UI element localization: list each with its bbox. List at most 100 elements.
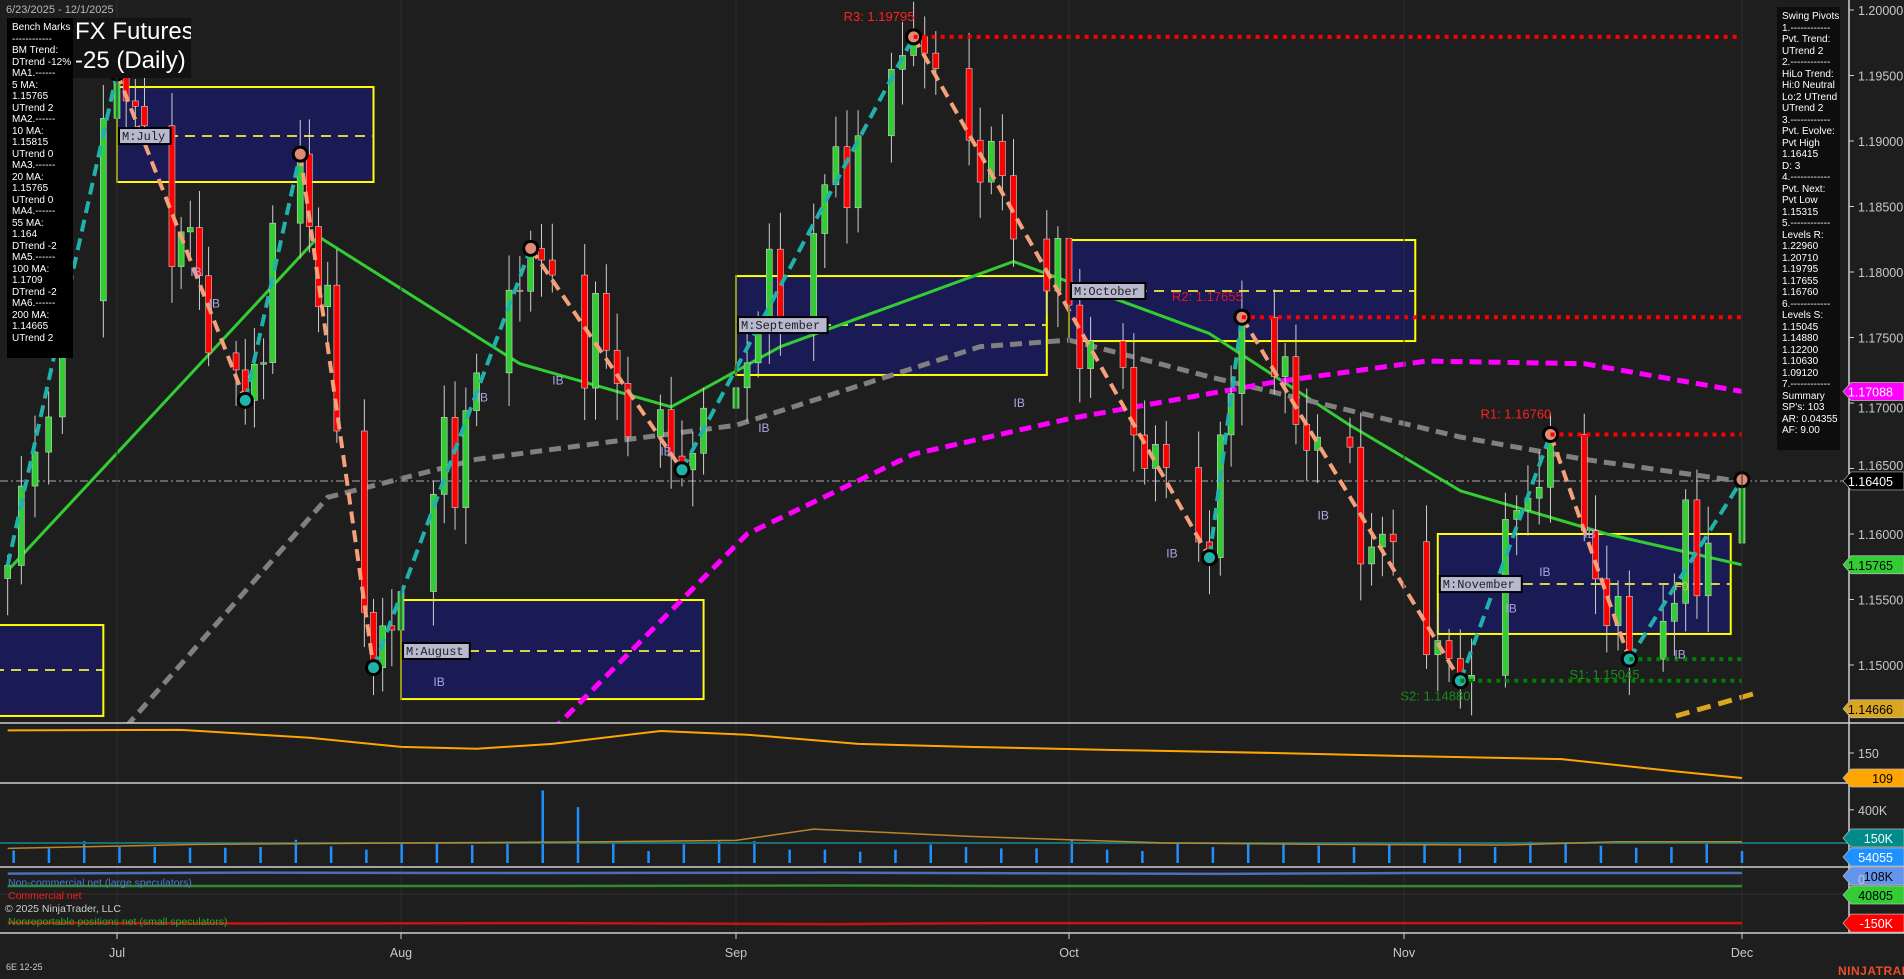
candle-body — [440, 417, 448, 495]
month-box-label-bg — [118, 127, 172, 146]
resistance-level-label: R3: 1.19795 — [844, 9, 915, 24]
swing-pivots-line: Swing Pivots — [1782, 11, 1840, 22]
price-tick-label: 1.19500 — [1858, 70, 1903, 84]
price-tick-label: 1.16000 — [1858, 528, 1903, 542]
candle-body — [232, 352, 240, 371]
candle — [613, 313, 621, 421]
bench-marks-line: 10 MA: — [12, 125, 44, 137]
candle-body — [1535, 486, 1543, 499]
time-tick-label: Jul — [109, 946, 125, 960]
swing-down-leg — [1548, 433, 1632, 660]
bench-marks-line: MA3.------ — [12, 160, 56, 171]
volume-average-line — [7, 828, 1742, 850]
candle-body — [4, 565, 11, 579]
cot-tag: 40805 — [1842, 885, 1904, 905]
cot-tag-text: 40805 — [1858, 889, 1893, 903]
ib-label: IB — [552, 374, 563, 388]
swing-pivots-line: 1.14880 — [1782, 333, 1819, 344]
moving-average-55-ma — [125, 337, 1743, 723]
copyright: © 2025 NinjaTrader, LLC — [5, 903, 121, 915]
indicator-line — [7, 728, 1743, 780]
candle-body — [462, 410, 470, 508]
price-tag-shape — [1842, 382, 1904, 401]
candle-body — [1704, 542, 1712, 597]
ib-label: IB — [1584, 527, 1595, 541]
swing-pivots-line: 2.------------ — [1782, 57, 1831, 68]
candle-body — [1671, 602, 1678, 622]
price-tag-text: 1.17088 — [1848, 385, 1893, 399]
bench-marks-line: 20 MA: — [12, 171, 44, 183]
candle-body — [1423, 541, 1430, 656]
candle-body — [269, 222, 277, 363]
candle-body — [657, 409, 664, 438]
month-box-label: M:July — [118, 127, 172, 146]
swing-pivots-panel: Swing Pivots 1.------------ Pvt. Trend: UTr… — [1777, 7, 1840, 450]
swing-pivots-line: Levels S: — [1782, 310, 1824, 321]
bench-marks-line: 200 MA: — [12, 309, 50, 321]
cot-tag-text: 108K — [1864, 870, 1894, 884]
swing-pivots-line: 1.20710 — [1782, 252, 1819, 264]
candle — [1054, 226, 1062, 328]
bench-marks-line: MA6.------ — [12, 298, 56, 309]
candle-body — [315, 226, 322, 308]
cot-tag-shape — [1842, 913, 1904, 933]
f0-label: F0 — [1674, 579, 1688, 593]
legend-nonreportable: Nonreportable positions net (small specu… — [8, 916, 228, 928]
price-tag-shape — [1842, 471, 1904, 491]
candle — [451, 381, 459, 530]
swing-high-marker — [291, 145, 309, 163]
candle-body — [186, 227, 194, 233]
candle — [440, 385, 448, 524]
ninjatrader-logo: NINJATRADER — [1838, 964, 1904, 978]
volume-tag-text: 54055 — [1858, 851, 1893, 865]
candle — [1368, 512, 1375, 586]
swing-up-leg — [1207, 316, 1244, 558]
candle-body — [306, 153, 313, 227]
price-tick-label: 1.20000 — [1858, 4, 1903, 18]
bench-marks-line: Bench Marks — [12, 22, 71, 33]
swing-low-marker — [1200, 549, 1218, 567]
candle — [932, 31, 940, 95]
candle-body — [538, 248, 545, 261]
bench-marks-line: 100 MA: — [12, 263, 50, 275]
candle-body — [1303, 424, 1311, 451]
candle — [667, 376, 675, 489]
legend-noncommercial: Non-commercial net (large speculators) — [8, 877, 192, 889]
candle — [100, 84, 107, 338]
swing-up-leg — [1458, 433, 1553, 682]
candle-body — [999, 140, 1006, 176]
candle — [1704, 506, 1712, 633]
resistance-level-label: R1: 1.16760 — [1480, 406, 1551, 421]
bench-marks-line: DTrend -2 — [12, 286, 57, 298]
candle — [1314, 414, 1321, 484]
bench-marks-line: MA5.------ — [12, 252, 56, 263]
candle-body — [1592, 530, 1599, 580]
candle — [1292, 324, 1300, 445]
bench-marks-line: MA2.------ — [12, 114, 56, 125]
bench-marks-line: UTrend 0 — [12, 148, 54, 160]
ib-label: IB — [1539, 565, 1550, 579]
bench-marks-line: MA4.------ — [12, 206, 56, 217]
ib-label: IB — [1318, 509, 1329, 523]
candle-body — [451, 417, 459, 508]
swing-low-marker — [236, 391, 254, 409]
title-line-1: FX Futures — [75, 18, 191, 45]
candle-body — [854, 135, 862, 209]
candle — [269, 205, 277, 374]
price-tick-label: 1.17000 — [1858, 401, 1903, 415]
bench-marks-line: UTrend 2 — [12, 332, 54, 344]
candle-body — [1281, 356, 1289, 377]
candle-body — [251, 363, 258, 401]
candle — [843, 110, 851, 244]
month-box-label-text: M:August — [406, 645, 464, 659]
candle — [592, 281, 599, 420]
candle-body — [921, 36, 929, 54]
candle — [603, 264, 610, 369]
swing-pivots-line: Levels R: — [1782, 229, 1824, 241]
price-tick-label: 1.18500 — [1858, 201, 1903, 215]
candle-body — [548, 259, 556, 276]
candle-body — [743, 362, 751, 389]
cot-tag: -150K — [1842, 913, 1904, 933]
price-tag: 1.14666 — [1842, 699, 1904, 719]
